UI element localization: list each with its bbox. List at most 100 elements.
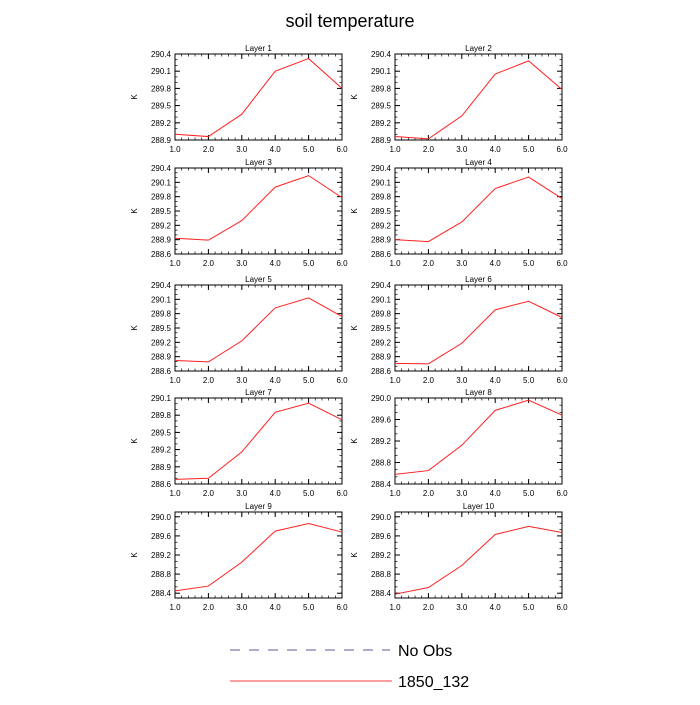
- y-tick-label: 289.5: [371, 207, 392, 216]
- panel-frame: [394, 284, 563, 372]
- y-axis-label: K: [130, 325, 139, 331]
- x-tick-label: 1.0: [169, 259, 181, 268]
- y-tick-label: 289.5: [151, 428, 172, 437]
- panel-layer-8: Layer 8 K 288.4 288.8 289.2 289.6 290.0 1.0 2.0 3…: [350, 388, 568, 498]
- x-tick-label: 6.0: [556, 603, 568, 612]
- y-tick-label: 289.5: [371, 324, 392, 333]
- y-tick-label: 288.8: [371, 459, 392, 468]
- x-tick-label: 1.0: [389, 489, 401, 498]
- chart-title: soil temperature: [285, 11, 414, 31]
- y-tick-label: 288.8: [151, 570, 172, 579]
- panel-layer-7: Layer 7 K 288.6 288.9 289.2 289.5 289.8 290.1 1.…: [130, 388, 348, 498]
- legend: No Obs 1850_132: [230, 643, 469, 691]
- x-tick-label: 3.0: [236, 376, 248, 385]
- y-tick-label: 289.2: [371, 221, 392, 230]
- x-tick-label: 3.0: [456, 489, 468, 498]
- series-line-1850_132: [174, 175, 343, 241]
- x-tick-label: 6.0: [336, 603, 348, 612]
- y-tick-label: 290.0: [151, 513, 172, 522]
- y-tick-label: 290.4: [371, 50, 392, 59]
- y-tick-label: 288.4: [371, 589, 392, 598]
- y-tick-label: 289.8: [151, 411, 172, 420]
- x-tick-label: 4.0: [270, 376, 282, 385]
- x-tick-label: 3.0: [456, 376, 468, 385]
- y-tick-label: 289.8: [151, 193, 172, 202]
- y-tick-label: 289.2: [371, 338, 392, 347]
- x-tick-label: 5.0: [303, 489, 315, 498]
- series-line-1850_132: [394, 525, 563, 595]
- y-tick-label: 288.9: [371, 136, 392, 145]
- x-tick-label: 5.0: [523, 603, 535, 612]
- y-tick-label: 288.8: [371, 570, 392, 579]
- panel-layer-3: Layer 3 K 288.6 288.9 289.2 289.5 289.8 290.1 29…: [130, 158, 348, 268]
- y-tick-label: 290.4: [151, 164, 172, 173]
- x-tick-label: 1.0: [389, 376, 401, 385]
- x-tick-label: 2.0: [203, 603, 215, 612]
- x-tick-label: 2.0: [423, 145, 435, 154]
- y-tick-label: 288.9: [371, 353, 392, 362]
- panel-layer-5: Layer 5 K 288.6 288.9 289.2 289.5 289.8 290.1 29…: [130, 275, 348, 385]
- y-tick-label: 290.1: [151, 178, 172, 187]
- series-line-1850_132: [394, 300, 563, 365]
- y-tick-label: 289.2: [151, 119, 172, 128]
- x-tick-label: 3.0: [236, 603, 248, 612]
- x-tick-label: 5.0: [303, 145, 315, 154]
- x-tick-label: 4.0: [490, 145, 502, 154]
- y-axis-label: K: [350, 94, 359, 100]
- x-tick-label: 2.0: [203, 489, 215, 498]
- x-tick-label: 5.0: [303, 259, 315, 268]
- y-tick-label: 290.0: [371, 513, 392, 522]
- panel-title: Layer 3: [245, 158, 272, 167]
- panel-layer-4: Layer 4 K 288.6 288.9 289.2 289.5 289.8 290.1 29…: [350, 158, 568, 268]
- x-tick-label: 2.0: [423, 603, 435, 612]
- y-tick-label: 290.4: [151, 50, 172, 59]
- x-tick-label: 3.0: [236, 489, 248, 498]
- panel-frame: [394, 511, 563, 599]
- x-tick-label: 1.0: [389, 259, 401, 268]
- x-tick-label: 5.0: [523, 145, 535, 154]
- y-tick-label: 290.0: [371, 394, 392, 403]
- x-tick-label: 1.0: [389, 603, 401, 612]
- x-tick-label: 6.0: [556, 259, 568, 268]
- panel-title: Layer 10: [463, 502, 495, 511]
- y-tick-label: 288.9: [151, 136, 172, 145]
- y-tick-label: 289.8: [151, 310, 172, 319]
- x-tick-label: 3.0: [456, 259, 468, 268]
- y-axis-label: K: [350, 325, 359, 331]
- x-tick-label: 5.0: [523, 489, 535, 498]
- x-tick-label: 2.0: [423, 376, 435, 385]
- y-tick-label: 288.9: [151, 463, 172, 472]
- panel-title: Layer 9: [245, 502, 272, 511]
- panel-title: Layer 4: [465, 158, 492, 167]
- panel-layer-10: Layer 10 K 288.4 288.8 289.2 289.6 290.0 1.0 2.0…: [350, 502, 568, 612]
- x-tick-label: 2.0: [423, 259, 435, 268]
- y-tick-label: 290.1: [371, 295, 392, 304]
- y-tick-label: 289.2: [151, 446, 172, 455]
- y-tick-label: 289.5: [151, 207, 172, 216]
- series-line-1850_132: [174, 58, 343, 138]
- y-tick-label: 288.9: [151, 353, 172, 362]
- y-tick-label: 290.4: [371, 281, 392, 290]
- y-tick-label: 289.2: [371, 119, 392, 128]
- y-tick-label: 290.1: [151, 67, 172, 76]
- panel-layer-6: Layer 6 K 288.6 288.9 289.2 289.5 289.8 290.1 29…: [350, 275, 568, 385]
- legend-label-1850-132: 1850_132: [398, 674, 469, 691]
- x-tick-label: 4.0: [270, 603, 282, 612]
- x-tick-label: 2.0: [203, 376, 215, 385]
- x-tick-label: 6.0: [556, 489, 568, 498]
- x-tick-label: 6.0: [556, 376, 568, 385]
- x-tick-label: 1.0: [169, 603, 181, 612]
- series-line-1850_132: [174, 402, 343, 480]
- panel-title: Layer 8: [465, 388, 492, 397]
- y-tick-label: 289.2: [151, 338, 172, 347]
- y-tick-label: 289.8: [371, 310, 392, 319]
- series-line-1850_132: [394, 176, 563, 243]
- x-tick-label: 1.0: [389, 145, 401, 154]
- y-tick-label: 290.1: [371, 67, 392, 76]
- y-tick-label: 290.1: [151, 394, 172, 403]
- x-tick-label: 1.0: [169, 489, 181, 498]
- x-tick-label: 6.0: [336, 259, 348, 268]
- y-tick-label: 288.6: [371, 250, 392, 259]
- y-tick-label: 288.6: [151, 367, 172, 376]
